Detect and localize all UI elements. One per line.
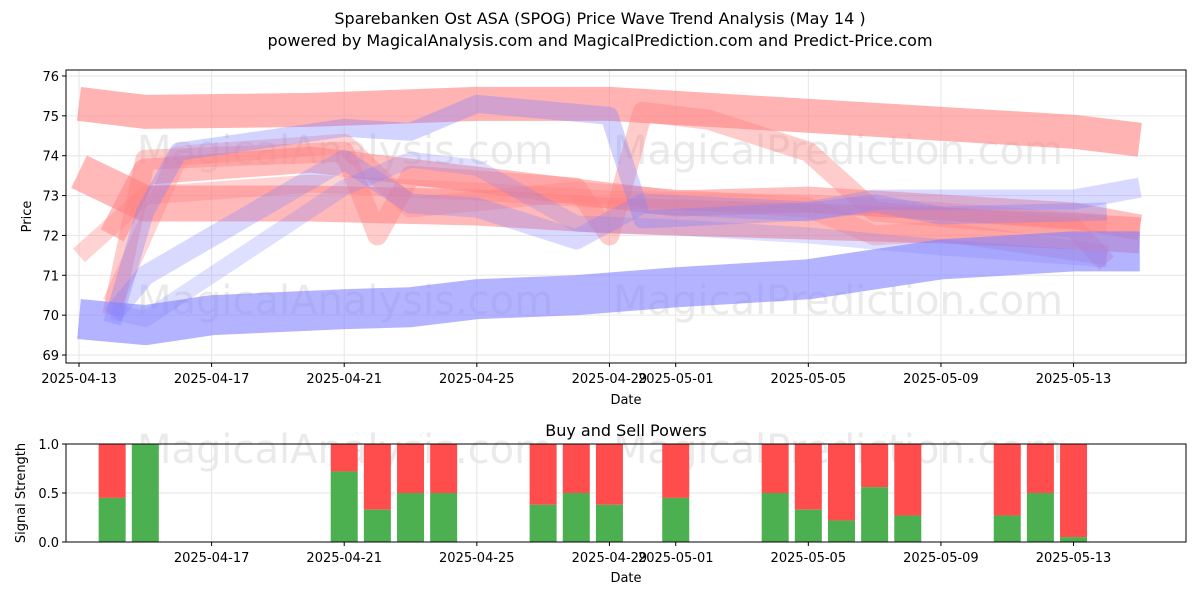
price-y-tick-label: 70 — [42, 309, 59, 324]
price-x-tick-label: 2025-04-17 — [174, 372, 250, 387]
buy-power-bar — [397, 493, 425, 542]
buy-power-bar — [595, 504, 623, 542]
buy-power-bar — [562, 493, 590, 542]
sell-power-bar — [363, 444, 391, 510]
sell-power-bar — [1026, 444, 1054, 493]
price-y-tick-label: 74 — [42, 150, 59, 165]
buy-power-bar — [662, 497, 690, 542]
sell-power-bar — [529, 444, 557, 505]
powers-x-tick-label: 2025-04-21 — [306, 551, 382, 566]
buy-power-bar — [794, 509, 822, 542]
price-y-tick-label: 69 — [42, 349, 59, 364]
wave-band-red — [72, 174, 1108, 263]
price-y-tick-label: 75 — [42, 110, 59, 125]
powers-x-tick-label: 2025-05-09 — [903, 551, 979, 566]
sell-power-bar — [827, 444, 855, 521]
powers-y-axis-label: Signal Strength — [14, 443, 29, 543]
chart-title: Sparebanken Ost ASA (SPOG) Price Wave Tr… — [334, 9, 866, 28]
sell-power-bar — [1060, 444, 1088, 538]
buy-power-bar — [761, 493, 789, 542]
powers-x-tick-label: 2025-04-17 — [174, 551, 250, 566]
sell-power-bar — [397, 444, 425, 493]
sell-power-bar — [430, 444, 458, 493]
buy-power-bar — [131, 444, 159, 542]
wave-band-red — [100, 146, 1143, 242]
wave-band-blue — [103, 94, 1107, 326]
wave-band-red — [103, 133, 1109, 308]
buy-power-bar — [330, 471, 358, 542]
powers-x-tick-label: 2025-04-25 — [439, 551, 515, 566]
buy-power-bar — [993, 515, 1021, 542]
powers-y-tick-label: 0.0 — [38, 536, 59, 551]
wave-band-blue — [77, 231, 1140, 346]
price-y-tick-label: 72 — [42, 229, 59, 244]
price-x-tick-label: 2025-04-21 — [306, 372, 382, 387]
price-waves — [71, 86, 1143, 346]
wave-band-red — [102, 101, 1115, 318]
price-y-tick-label: 71 — [42, 269, 59, 284]
powers-x-axis-label: Date — [610, 571, 641, 586]
powers-y-tick-label: 0.5 — [38, 487, 59, 502]
buy-power-bar — [1026, 493, 1054, 542]
sell-power-bar — [894, 444, 922, 516]
sell-power-bar — [861, 444, 889, 488]
sell-power-bar — [562, 444, 590, 493]
powers-x-tick-label: 2025-04-29 — [572, 551, 648, 566]
price-x-tick-label: 2025-05-05 — [771, 372, 847, 387]
buy-power-bar — [98, 497, 126, 542]
sell-power-bar — [794, 444, 822, 510]
price-x-tick-label: 2025-04-29 — [572, 372, 648, 387]
buy-power-bar — [894, 515, 922, 542]
powers-x-tick-label: 2025-05-05 — [771, 551, 847, 566]
powers-bars — [98, 444, 1088, 542]
price-x-tick-label: 2025-05-01 — [638, 372, 714, 387]
wave-band-red — [71, 155, 1141, 254]
powers-chart-title: Buy and Sell Powers — [545, 421, 707, 440]
powers-x-tick-label: 2025-05-01 — [638, 551, 714, 566]
price-x-axis-label: Date — [610, 393, 641, 408]
buy-power-bar — [1060, 537, 1088, 542]
buy-power-bar — [363, 509, 391, 542]
price-x-tick-label: 2025-04-13 — [41, 372, 117, 387]
price-x-tick-label: 2025-05-09 — [903, 372, 979, 387]
wave-band-red — [76, 86, 1142, 157]
sell-power-bar — [595, 444, 623, 505]
price-y-tick-label: 76 — [42, 70, 59, 85]
sell-power-bar — [330, 444, 358, 472]
wave-band-blue — [104, 149, 1142, 322]
powers-y-tick-label: 1.0 — [38, 438, 59, 453]
price-plot-frame — [65, 69, 1187, 364]
buy-power-bar — [529, 504, 557, 542]
price-y-tick-label: 73 — [42, 190, 59, 205]
buy-power-bar — [827, 520, 855, 542]
buy-power-bar — [430, 493, 458, 542]
price-y-axis-label: Price — [20, 201, 35, 233]
sell-power-bar — [993, 444, 1021, 516]
powers-x-tick-label: 2025-05-13 — [1036, 551, 1112, 566]
wave-band-blue — [110, 151, 1108, 328]
price-x-tick-label: 2025-04-25 — [439, 372, 515, 387]
sell-power-bar — [98, 444, 126, 498]
sell-power-bar — [662, 444, 690, 498]
buy-power-bar — [861, 487, 889, 542]
chart-subtitle: powered by MagicalAnalysis.com and Magic… — [267, 31, 933, 50]
price-x-tick-label: 2025-05-13 — [1036, 372, 1112, 387]
sell-power-bar — [761, 444, 789, 493]
